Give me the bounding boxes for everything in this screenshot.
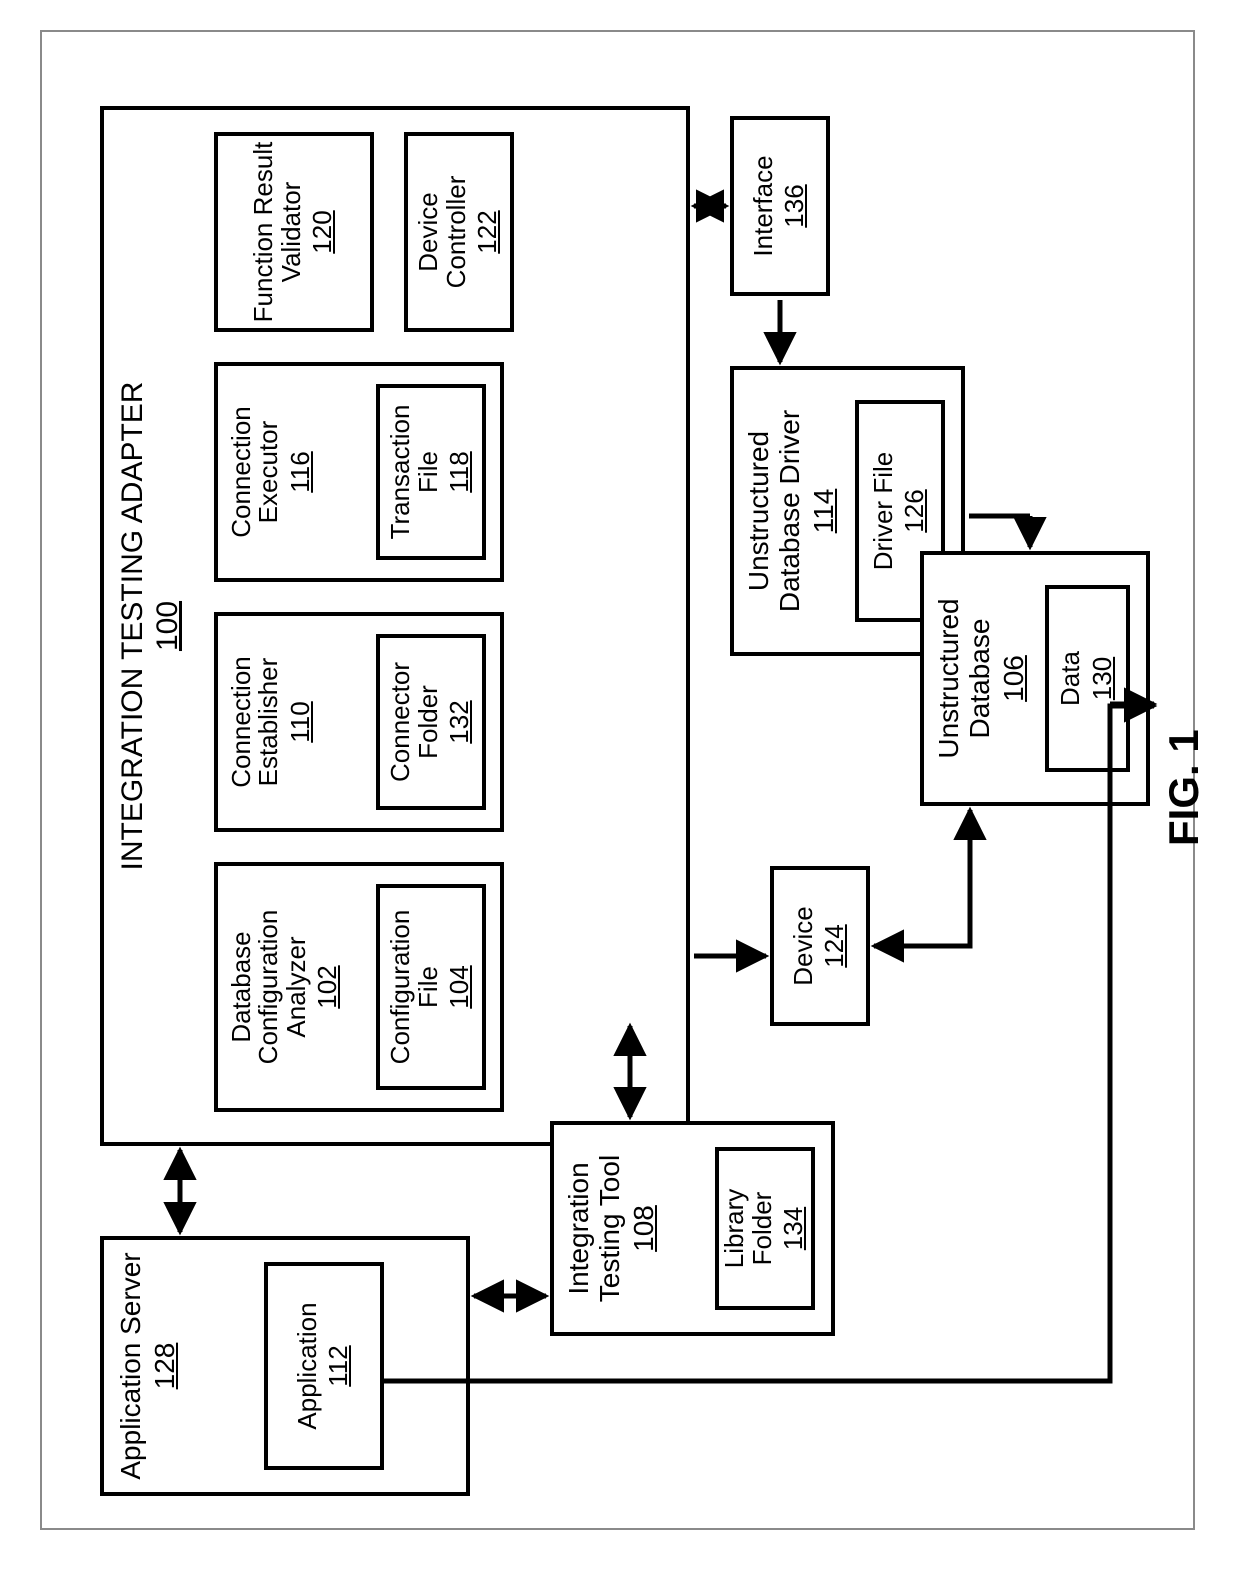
connector-folder-box: Connector Folder 132 [376,634,486,810]
driver-file-title: Driver File [870,451,897,569]
fn-validator-title: Function Result Validator [250,136,305,328]
conn-est-box: Connection Establisher 110 Connector Fol… [214,612,504,832]
library-folder-ref: 134 [778,1206,809,1249]
transaction-file-box: Transaction File 118 [376,384,486,560]
app-server-title: Application Server [116,1252,147,1479]
application-ref: 112 [323,1345,354,1386]
udb-box: Unstructured Database 106 Data 130 [920,551,1150,806]
fn-validator-ref: 120 [307,210,338,253]
udb-title: Unstructured Database [934,555,996,802]
interface-title: Interface [750,155,777,256]
config-file-ref: 104 [444,965,475,1008]
device-title: Device [790,906,817,985]
interface-ref: 136 [779,184,810,227]
data-ref: 130 [1087,656,1118,699]
transaction-file-ref: 118 [444,451,475,492]
driver-file-ref: 126 [899,489,930,532]
diagram-stage: INTEGRATION TESTING ADAPTER 100 Database… [70,66,1170,1526]
figure-label: FIG. 1 [1160,729,1208,846]
config-file-box: Configuration File 104 [376,884,486,1090]
udb-ref: 106 [998,655,1030,702]
app-server-box: Application Server 128 Application 112 [100,1236,470,1496]
conn-est-title: Connection Establisher [228,616,283,828]
conn-exec-ref: 116 [285,451,316,492]
adapter-ref: 100 [151,600,185,650]
data-box: Data 130 [1045,585,1130,772]
interface-box: Interface 136 [730,116,830,296]
data-title: Data [1057,651,1084,706]
db-analyzer-ref: 102 [312,965,343,1008]
library-folder-box: Library Folder 134 [715,1147,815,1310]
app-server-ref: 128 [149,1342,181,1389]
udb-driver-ref: 114 [808,488,840,533]
device-box: Device 124 [770,866,870,1026]
conn-exec-title: Connection Executor [228,366,283,578]
db-analyzer-box: Database Configuration Analyzer 102 Conf… [214,862,504,1112]
conn-exec-box: Connection Executor 116 Transaction File… [214,362,504,582]
connector-folder-ref: 132 [444,700,475,743]
library-folder-title: Library Folder [721,1151,776,1306]
it-tool-box: Integration Testing Tool 108 Library Fol… [550,1121,835,1336]
fn-validator-box: Function Result Validator 120 [214,132,374,332]
application-box: Application 112 [264,1262,384,1470]
udb-driver-title: Unstructured Database Driver [744,370,806,652]
dev-ctrl-ref: 122 [472,210,503,253]
it-tool-ref: 108 [628,1205,660,1252]
dev-ctrl-box: Device Controller 122 [404,132,514,332]
dev-ctrl-title: Device Controller [415,136,470,328]
db-analyzer-title: Database Configuration Analyzer [228,866,310,1108]
device-ref: 124 [819,924,850,967]
adapter-title: INTEGRATION TESTING ADAPTER [116,381,149,870]
connector-folder-title: Connector Folder [387,638,442,806]
application-title: Application [294,1302,321,1429]
adapter-box: INTEGRATION TESTING ADAPTER 100 Database… [100,106,690,1146]
it-tool-title: Integration Testing Tool [564,1125,626,1332]
transaction-file-title: Transaction File [387,388,442,556]
config-file-title: Configuration File [387,888,442,1086]
conn-est-ref: 110 [285,701,316,742]
